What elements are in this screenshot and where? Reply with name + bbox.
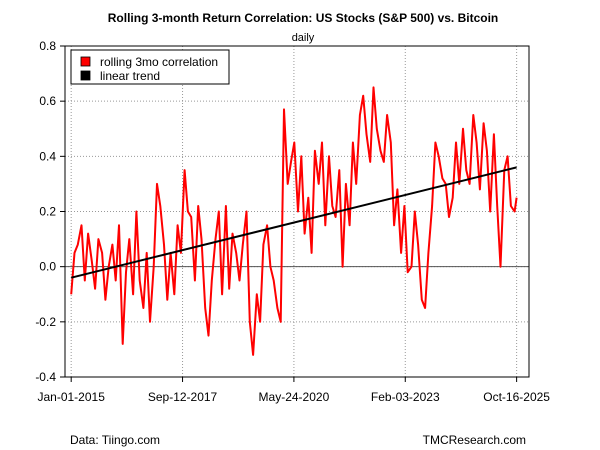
legend-label-trend: linear trend bbox=[100, 69, 160, 83]
y-tick-label: 0.8 bbox=[39, 39, 56, 53]
legend-swatch-trend bbox=[80, 70, 91, 81]
y-axis: -0.4 -0.2 0.0 0.2 0.4 0.6 0.8 bbox=[35, 39, 65, 384]
series-group bbox=[70, 86, 518, 356]
y-tick-label: 0.0 bbox=[39, 260, 56, 274]
x-axis: Jan-01-2015 Sep-12-2017 May-24-2020 Feb-03-… bbox=[37, 377, 550, 404]
y-tick-label: 0.6 bbox=[39, 94, 56, 108]
series-line-correlation bbox=[70, 86, 518, 356]
legend-box bbox=[70, 49, 230, 85]
chart-subtitle: daily bbox=[292, 32, 315, 44]
x-tick-label: Oct-16-2025 bbox=[483, 390, 550, 404]
series-line-trend bbox=[70, 166, 517, 279]
y-tick-label: -0.2 bbox=[35, 315, 56, 329]
plot-border bbox=[64, 45, 530, 378]
y-tick-label: -0.4 bbox=[35, 370, 56, 384]
y-tick-label: 0.4 bbox=[39, 149, 56, 163]
x-tick-label: Feb-03-2023 bbox=[371, 390, 440, 404]
footer-source: Data: Tiingo.com bbox=[70, 433, 160, 447]
legend-label-correlation: rolling 3mo correlation bbox=[100, 55, 218, 69]
legend: rolling 3mo correlation linear trend bbox=[70, 49, 230, 85]
x-tick-label: Sep-12-2017 bbox=[148, 390, 218, 404]
chart-title: Rolling 3-month Return Correlation: US S… bbox=[108, 11, 499, 25]
legend-swatch-correlation bbox=[80, 56, 91, 67]
x-tick-label: May-24-2020 bbox=[259, 390, 330, 404]
x-tick-label: Jan-01-2015 bbox=[37, 390, 105, 404]
y-tick-label: 0.2 bbox=[39, 205, 56, 219]
footer-site: TMCResearch.com bbox=[423, 433, 526, 447]
